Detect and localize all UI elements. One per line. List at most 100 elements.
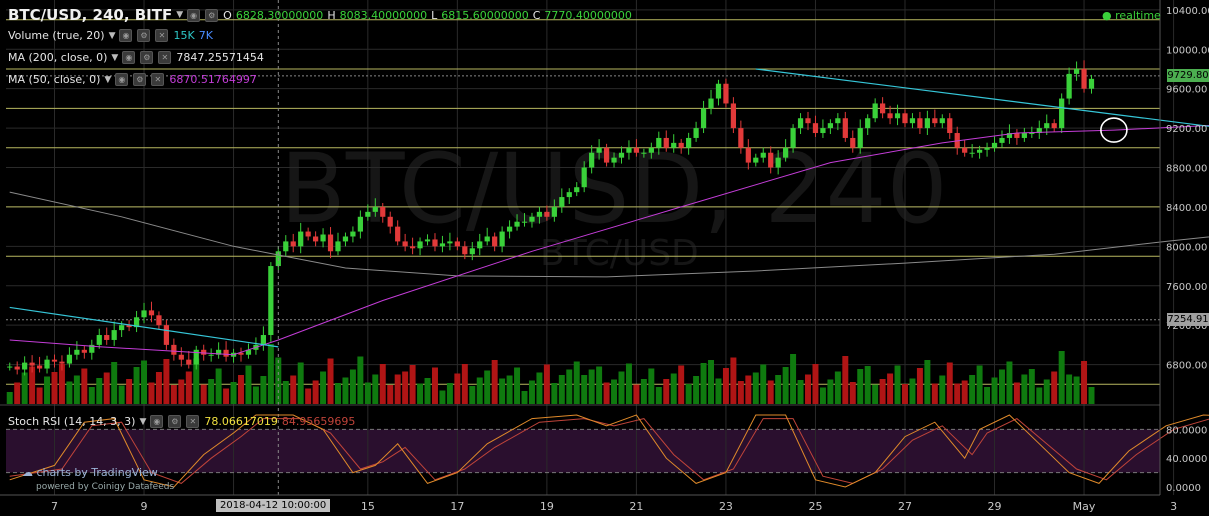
candle-body — [335, 241, 341, 252]
settings-icon[interactable]: ⚙ — [137, 29, 151, 42]
candle-body — [1021, 133, 1027, 138]
close-icon[interactable]: ✕ — [155, 29, 169, 42]
candle-body — [805, 118, 811, 124]
volume-bar — [954, 383, 961, 404]
ma200-legend[interactable]: MA (200, close, 0) ▼ ◉ ⚙ ✕ 7847.25571454 — [8, 51, 264, 64]
volume-bar — [745, 375, 752, 404]
candle-body — [245, 349, 252, 355]
ma50-value: 6870.51764997 — [169, 73, 257, 86]
volume-bar — [1021, 374, 1028, 404]
settings-icon[interactable]: ⚙ — [140, 51, 154, 64]
eye-icon[interactable]: ◉ — [115, 73, 129, 86]
candle-body — [29, 362, 35, 366]
candle-body — [820, 128, 826, 134]
chevron-down-icon[interactable]: ▼ — [108, 30, 116, 41]
volume-bar — [700, 363, 707, 404]
ma50-legend[interactable]: MA (50, close, 0) ▼ ◉ ⚙ ✕ 6870.51764997 — [8, 73, 257, 86]
candle-body — [313, 236, 319, 242]
candle-body — [850, 137, 856, 148]
price-tick-label: 7600.00 — [1166, 282, 1207, 293]
candle-body — [499, 231, 505, 247]
chevron-down-icon[interactable]: ▼ — [104, 74, 112, 85]
volume-bar — [36, 387, 43, 404]
candle-body — [1088, 78, 1095, 89]
tradingview-watermark[interactable]: ☁ charts by TradingView — [22, 466, 158, 479]
volume-bar — [118, 385, 125, 404]
candle-body — [909, 118, 916, 124]
volume-bar — [163, 359, 170, 404]
chevron-down-icon[interactable]: ▼ — [139, 416, 147, 427]
volume-bar — [133, 367, 140, 404]
chevron-down-icon[interactable]: ▼ — [111, 52, 119, 63]
highlight-circle — [1100, 117, 1128, 143]
candle-body — [715, 83, 722, 99]
volume-bar — [193, 358, 200, 404]
volume-bar — [812, 364, 819, 404]
price-tick-label: 9600.00 — [1166, 85, 1207, 96]
candle-body — [1066, 73, 1072, 99]
close-icon[interactable]: ✕ — [186, 415, 200, 428]
candle-body — [797, 118, 804, 129]
candle-body — [1051, 123, 1057, 129]
candle-body — [126, 325, 132, 328]
close-icon[interactable]: ✕ — [151, 73, 165, 86]
stoch-legend[interactable]: Stoch RSI (14, 14, 3, 3) ▼ ◉ ⚙ ✕ 78.0661… — [8, 415, 355, 428]
candle-body — [59, 361, 65, 364]
volume-bar — [200, 384, 207, 404]
volume-bar — [476, 377, 483, 404]
candle-body — [693, 128, 699, 138]
close-icon[interactable]: ✕ — [158, 51, 172, 64]
volume-bar — [879, 379, 886, 404]
candle-body — [611, 157, 617, 163]
close-label: C — [532, 8, 541, 22]
ma200-legend-label: MA (200, close, 0) — [8, 51, 108, 64]
candle-body — [506, 226, 513, 232]
eye-icon[interactable]: ◉ — [187, 8, 201, 22]
candle-body — [827, 123, 833, 129]
candle-body — [298, 231, 304, 247]
volume-bar — [260, 376, 267, 404]
volume-bar — [558, 375, 565, 404]
volume-bar — [208, 379, 215, 404]
chevron-down-icon[interactable]: ▼ — [176, 10, 184, 20]
symbol-legend[interactable]: BTC/USD, 240, BITF ▼ ◉ ⚙ O 6828.30000000… — [8, 6, 632, 24]
volume-bar — [484, 370, 491, 404]
eye-icon[interactable]: ◉ — [122, 51, 136, 64]
volume-bar — [611, 379, 618, 404]
volume-legend[interactable]: Volume (true, 20) ▼ ◉ ⚙ ✕ 15K 7K — [8, 29, 213, 42]
volume-bar — [267, 344, 274, 404]
volume-bar — [88, 387, 95, 404]
settings-icon[interactable]: ⚙ — [168, 415, 182, 428]
time-tick-label: 15 — [361, 500, 375, 513]
candle-body — [320, 234, 326, 242]
candle-body — [686, 137, 692, 148]
candle-body — [969, 152, 975, 154]
candle-body — [641, 152, 647, 154]
candle-body — [521, 221, 528, 223]
candle-body — [1073, 68, 1080, 74]
volume-bar — [581, 375, 588, 404]
volume-bar — [402, 371, 409, 404]
realtime-indicator: ● realtime — [1102, 9, 1161, 22]
volume-bar — [499, 378, 506, 404]
volume-bar — [1051, 371, 1058, 404]
volume-bar — [827, 379, 834, 404]
volume-bar — [670, 373, 677, 404]
settings-icon[interactable]: ⚙ — [205, 8, 219, 22]
candle-body — [1006, 133, 1013, 138]
eye-icon[interactable]: ◉ — [119, 29, 133, 42]
volume-bar — [685, 384, 692, 404]
candle-body — [976, 149, 983, 153]
candle-body — [1014, 133, 1020, 138]
watermark-brand: charts by TradingView — [36, 466, 158, 479]
settings-icon[interactable]: ⚙ — [133, 73, 147, 86]
volume-bar — [782, 367, 789, 404]
volume-bar — [573, 361, 580, 404]
volume-bar — [640, 379, 647, 404]
time-tick-label: 7 — [51, 500, 58, 513]
candle-body — [812, 123, 819, 134]
candle-body — [454, 241, 460, 247]
candle-body — [783, 147, 789, 158]
eye-icon[interactable]: ◉ — [150, 415, 164, 428]
